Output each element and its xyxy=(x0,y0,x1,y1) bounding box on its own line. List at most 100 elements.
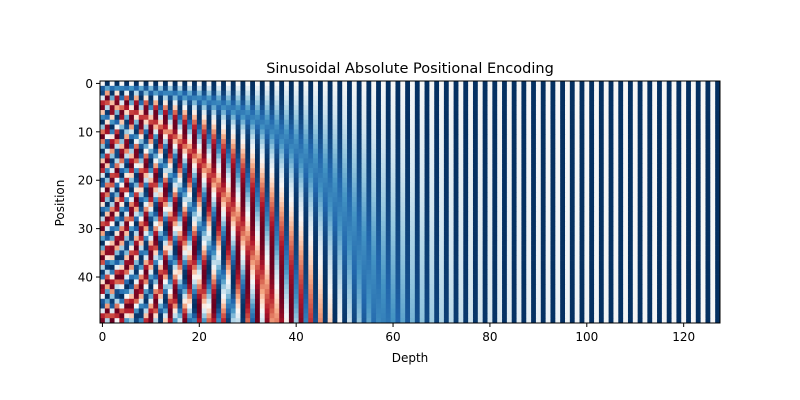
heatmap-cell xyxy=(342,255,348,261)
heatmap-cell xyxy=(584,240,590,246)
heatmap-cell xyxy=(439,231,445,237)
heatmap-cell xyxy=(221,129,227,135)
heatmap-cell xyxy=(221,158,227,164)
heatmap-cell xyxy=(192,139,198,145)
heatmap-cell xyxy=(143,119,149,125)
heatmap-cell xyxy=(589,90,595,96)
heatmap-cell xyxy=(705,153,711,159)
heatmap-cell xyxy=(158,124,164,130)
heatmap-cell xyxy=(245,110,251,116)
heatmap-cell xyxy=(119,177,125,183)
heatmap-cell xyxy=(424,245,430,251)
heatmap-cell xyxy=(143,197,149,203)
heatmap-cell xyxy=(158,81,164,87)
heatmap-cell xyxy=(405,119,411,125)
heatmap-cell xyxy=(332,192,338,198)
heatmap-cell xyxy=(129,85,135,92)
heatmap-cell xyxy=(385,129,391,135)
heatmap-cell xyxy=(657,240,663,246)
heatmap-cell xyxy=(158,172,164,179)
heatmap-cell xyxy=(676,264,682,271)
heatmap-cell xyxy=(264,153,270,159)
heatmap-cell xyxy=(288,105,295,111)
heatmap-cell xyxy=(177,114,183,121)
heatmap-cell xyxy=(230,202,236,208)
heatmap-cell xyxy=(216,90,222,96)
heatmap-cell xyxy=(235,202,241,208)
heatmap-cell xyxy=(526,221,532,227)
heatmap-cell xyxy=(288,124,295,130)
heatmap-cell xyxy=(458,114,464,121)
heatmap-cell xyxy=(637,216,643,222)
heatmap-cell xyxy=(327,240,333,246)
heatmap-cell xyxy=(293,81,299,87)
heatmap-cell xyxy=(676,216,682,222)
heatmap-cell xyxy=(400,100,406,106)
heatmap-cell xyxy=(589,134,595,140)
heatmap-cell xyxy=(153,221,159,227)
heatmap-cell xyxy=(124,255,130,261)
heatmap-cell xyxy=(448,124,454,130)
heatmap-cell xyxy=(569,197,576,203)
heatmap-cell xyxy=(429,216,435,222)
heatmap-cell xyxy=(182,100,188,106)
heatmap-cell xyxy=(240,139,246,145)
heatmap-cell xyxy=(288,85,295,92)
heatmap-cell xyxy=(376,129,382,135)
heatmap-cell xyxy=(419,148,425,154)
heatmap-cell xyxy=(414,163,421,169)
heatmap-cell xyxy=(681,250,687,256)
heatmap-cell xyxy=(250,211,256,217)
heatmap-cell xyxy=(240,143,246,150)
heatmap-cell xyxy=(259,95,266,101)
heatmap-cell xyxy=(308,90,314,96)
heatmap-cell xyxy=(129,90,135,96)
heatmap-cell xyxy=(235,153,241,159)
heatmap-cell xyxy=(158,250,164,256)
heatmap-cell xyxy=(565,216,571,222)
heatmap-cell xyxy=(589,143,595,150)
heatmap-cell xyxy=(482,105,488,111)
heatmap-cell xyxy=(240,168,246,174)
heatmap-cell xyxy=(371,85,377,92)
heatmap-cell xyxy=(158,245,164,251)
heatmap-cell xyxy=(521,143,527,150)
heatmap-cell xyxy=(472,168,479,174)
heatmap-cell xyxy=(114,143,120,150)
heatmap-cell xyxy=(434,260,440,266)
heatmap-cell xyxy=(211,264,217,271)
heatmap-cell xyxy=(671,182,677,188)
heatmap-cell xyxy=(124,231,130,237)
heatmap-cell xyxy=(332,163,338,169)
heatmap-cell xyxy=(545,264,551,271)
heatmap-cell xyxy=(376,211,382,217)
heatmap-cell xyxy=(225,255,232,261)
heatmap-cell xyxy=(657,90,663,96)
heatmap-cell xyxy=(666,100,672,106)
heatmap-cell xyxy=(380,182,387,188)
heatmap-cell xyxy=(608,119,614,125)
heatmap-cell xyxy=(119,81,125,87)
heatmap-cell xyxy=(516,177,522,183)
heatmap-cell xyxy=(632,95,639,101)
heatmap-cell xyxy=(419,139,425,145)
heatmap-cell xyxy=(356,129,362,135)
heatmap-cell xyxy=(172,158,178,164)
heatmap-cell xyxy=(482,177,488,183)
heatmap-cell xyxy=(439,158,445,164)
heatmap-cell xyxy=(652,250,658,256)
heatmap-cell xyxy=(371,95,377,101)
heatmap-cell xyxy=(264,255,270,261)
heatmap-cell xyxy=(608,245,614,251)
heatmap-cell xyxy=(327,129,333,135)
heatmap-cell xyxy=(327,235,333,242)
heatmap-cell xyxy=(589,168,595,174)
heatmap-cell xyxy=(705,148,711,154)
heatmap-cell xyxy=(448,95,454,101)
heatmap-cell xyxy=(502,216,508,222)
heatmap-cell xyxy=(550,202,556,208)
heatmap-cell xyxy=(298,110,304,116)
heatmap-cell xyxy=(206,148,212,154)
heatmap-cell xyxy=(555,250,561,256)
heatmap-cell xyxy=(235,226,241,232)
